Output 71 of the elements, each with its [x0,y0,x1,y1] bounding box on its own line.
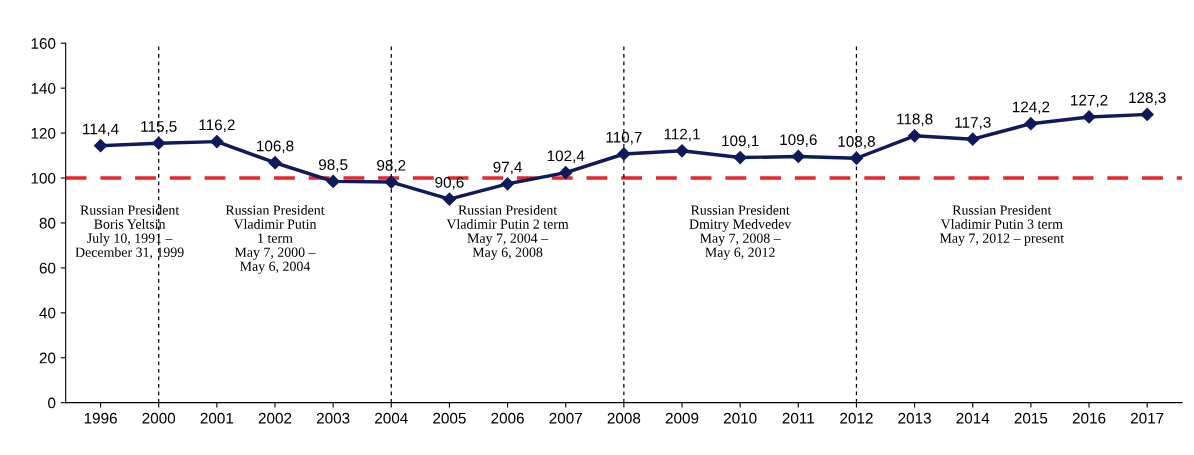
point [210,135,224,149]
x-tick-label: 2010 [723,412,757,424]
x-tick-label: 2015 [1014,412,1048,424]
annotation: Russian President Boris Yeltsin July 10, 1991 – December 31, 1999 [75,204,184,259]
x-tick-label: 2006 [491,412,524,424]
y-tick-label: 140 [31,83,56,94]
annotation: Russian President Vladimir Putin 1 term May 7, 2000 – May 6, 2004 [225,204,325,274]
data-label: 97,4 [493,161,522,175]
y-tick-label: 120 [31,127,56,139]
y-tick-label: 40 [39,307,56,319]
point [442,192,457,206]
y-tick-label: 0 [48,397,56,409]
data-label: 109,1 [722,135,759,149]
data-label: 98,2 [377,159,406,173]
data-label: 90,6 [435,176,464,190]
annotation: Russian President Dmitry Medvedev May 7, 2008 – May 6, 2012 [689,204,792,260]
x-tick-label: 2014 [956,412,990,424]
y-tick-label: 80 [39,217,56,229]
data-label: 116,2 [199,119,235,133]
data-label: 115,5 [141,121,177,134]
point [152,136,166,150]
x-tick-label: 2011 [782,412,814,424]
x-tick-label: 2003 [316,412,350,424]
data-label: 118,8 [897,113,933,127]
point [1082,110,1096,124]
point [966,132,980,146]
x-tick-label: 2017 [1130,412,1164,424]
point [559,166,573,180]
data-label: 128,3 [1129,92,1166,105]
point [791,149,805,164]
annotation: Russian President Vladimir Putin 2 term May 7, 2004 – May 6, 2008 [446,204,569,260]
point [1140,107,1154,122]
x-tick-label: 2004 [375,412,408,424]
data-label: 124,2 [1012,101,1050,115]
point [675,144,689,158]
x-tick-label: 2001 [200,412,234,424]
x-tick-label: 2005 [433,412,466,424]
annotation: Russian President Vladimir Putin 3 term May 7, 2012 – present [939,204,1065,246]
point [268,156,282,170]
point [617,147,631,161]
point [733,150,747,165]
point [93,139,108,153]
point [849,151,864,165]
x-tick-label: 2009 [665,412,699,424]
x-tick-label: 2000 [142,412,176,424]
x-tick-label: 1996 [84,412,117,424]
x-tick-label: 2012 [840,412,873,424]
x-tick-label: 2013 [898,412,931,424]
data-label: 109,6 [780,134,817,147]
point [326,174,340,188]
x-tick-label: 2016 [1072,412,1106,424]
y-tick-label: 60 [39,262,56,274]
x-tick-label: 2007 [549,412,582,424]
y-tick-label: 160 [31,38,56,49]
data-label: 108,8 [838,136,875,149]
data-label: 112,1 [664,128,700,142]
point [500,177,515,191]
data-label: 98,5 [318,159,348,172]
data-label: 117,3 [955,116,991,130]
point [384,175,398,189]
y-tick-label: 100 [31,172,56,184]
y-tick-label: 20 [39,352,56,364]
data-label: 106,8 [257,140,294,154]
data-label: 102,4 [547,150,585,164]
data-label: 127,2 [1071,94,1108,108]
x-tick-label: 2002 [258,412,292,424]
x-tick-label: 2008 [607,412,641,424]
point [908,129,922,143]
point [1024,117,1038,131]
data-label: 110,7 [606,131,642,145]
data-label: 114,4 [83,123,119,137]
